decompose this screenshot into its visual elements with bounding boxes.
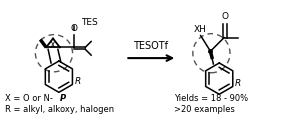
Text: R: R	[235, 79, 241, 88]
Text: X: X	[50, 41, 56, 50]
Text: XH: XH	[193, 25, 206, 34]
Text: R: R	[74, 77, 81, 86]
Text: P: P	[60, 94, 66, 103]
Text: TES: TES	[82, 18, 98, 27]
Text: X = O or N-: X = O or N-	[5, 94, 53, 103]
Text: R = alkyl, alkoxy, halogen: R = alkyl, alkoxy, halogen	[5, 105, 114, 114]
Text: O: O	[222, 12, 229, 21]
Text: TESOTf: TESOTf	[133, 41, 168, 51]
Text: >20 examples: >20 examples	[174, 105, 235, 114]
Text: Yields = 18 - 90%: Yields = 18 - 90%	[174, 94, 248, 103]
Text: O: O	[70, 24, 77, 33]
